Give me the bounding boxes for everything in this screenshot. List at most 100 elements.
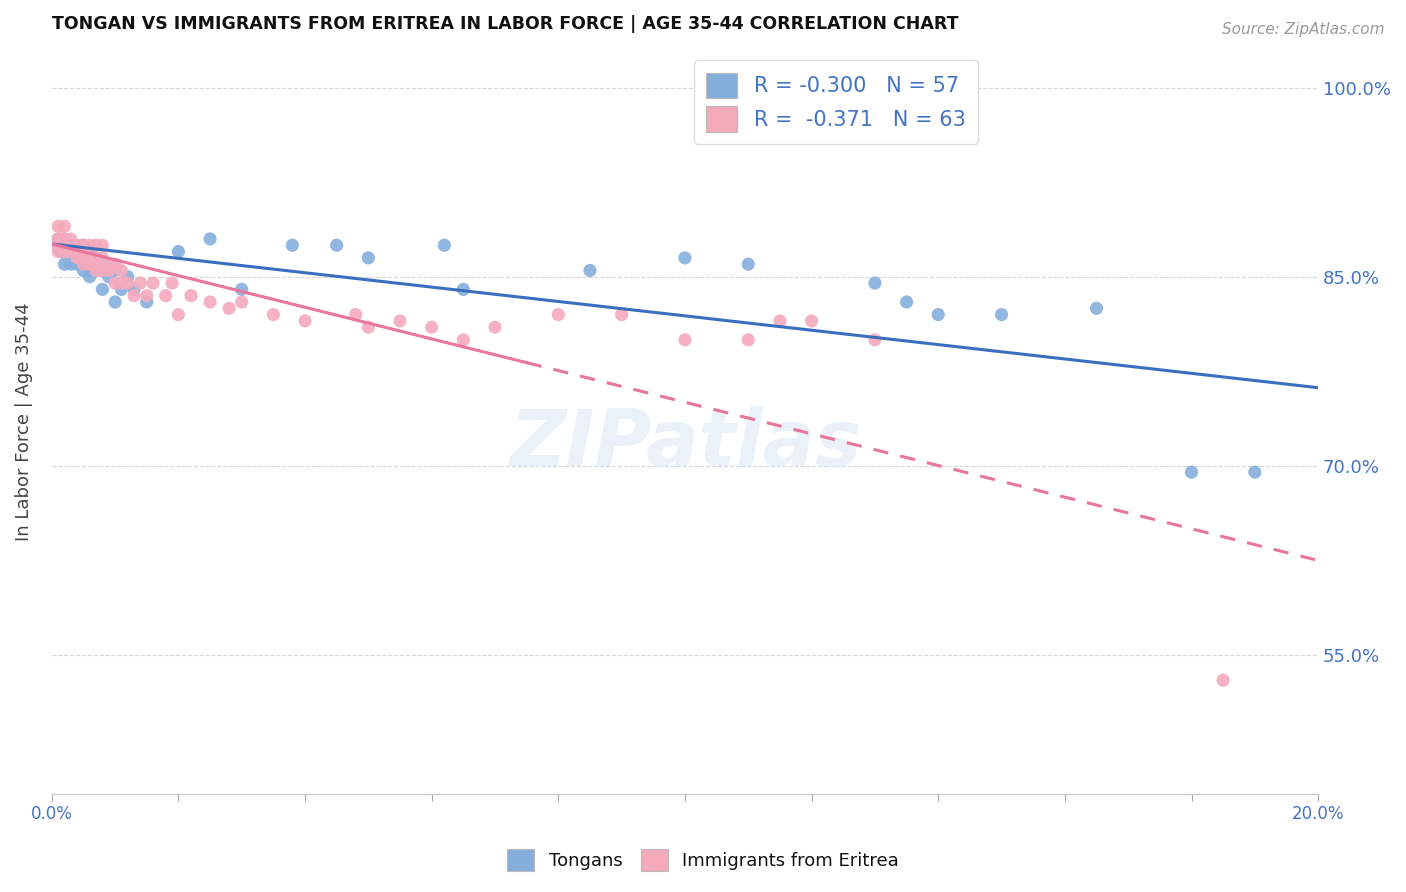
- Point: [97, 257, 120, 271]
- Point: [122, 282, 145, 296]
- Point: [79, 257, 101, 271]
- Text: ZIPatlas: ZIPatlas: [509, 406, 860, 482]
- Point: [104, 257, 127, 271]
- Point: [84, 263, 107, 277]
- Point: [66, 244, 89, 259]
- Point: [388, 314, 411, 328]
- Point: [44, 238, 66, 252]
- Point: [863, 276, 886, 290]
- Point: [51, 244, 73, 259]
- Point: [231, 282, 253, 296]
- Point: [453, 282, 475, 296]
- Point: [84, 257, 107, 271]
- Point: [59, 232, 82, 246]
- Point: [66, 257, 89, 271]
- Point: [79, 263, 101, 277]
- Point: [160, 276, 183, 290]
- Point: [84, 251, 107, 265]
- Point: [129, 276, 152, 290]
- Point: [84, 263, 107, 277]
- Point: [167, 244, 190, 259]
- Point: [673, 251, 696, 265]
- Point: [91, 257, 114, 271]
- Point: [72, 251, 94, 265]
- Point: [91, 263, 114, 277]
- Point: [110, 263, 132, 277]
- Point: [1085, 301, 1108, 316]
- Legend: R = -0.300   N = 57, R =  -0.371   N = 63: R = -0.300 N = 57, R = -0.371 N = 63: [693, 61, 979, 145]
- Point: [72, 257, 94, 271]
- Y-axis label: In Labor Force | Age 35-44: In Labor Force | Age 35-44: [15, 302, 32, 541]
- Point: [91, 263, 114, 277]
- Point: [453, 333, 475, 347]
- Point: [117, 269, 139, 284]
- Point: [51, 232, 73, 246]
- Point: [896, 295, 918, 310]
- Point: [990, 308, 1012, 322]
- Text: Source: ZipAtlas.com: Source: ZipAtlas.com: [1222, 22, 1385, 37]
- Point: [142, 276, 165, 290]
- Point: [59, 238, 82, 252]
- Point: [737, 257, 759, 271]
- Point: [66, 244, 89, 259]
- Point: [547, 308, 569, 322]
- Point: [1180, 465, 1202, 479]
- Point: [231, 295, 253, 310]
- Legend: Tongans, Immigrants from Eritrea: Tongans, Immigrants from Eritrea: [501, 842, 905, 879]
- Point: [46, 232, 69, 246]
- Point: [433, 238, 456, 252]
- Point: [84, 263, 107, 277]
- Point: [863, 333, 886, 347]
- Point: [198, 232, 221, 246]
- Point: [79, 244, 101, 259]
- Point: [66, 251, 89, 265]
- Point: [53, 232, 76, 246]
- Point: [484, 320, 506, 334]
- Point: [1243, 465, 1265, 479]
- Point: [155, 288, 177, 302]
- Point: [135, 295, 157, 310]
- Point: [53, 219, 76, 234]
- Point: [769, 314, 792, 328]
- Point: [91, 251, 114, 265]
- Point: [46, 244, 69, 259]
- Point: [117, 276, 139, 290]
- Point: [84, 257, 107, 271]
- Point: [104, 295, 127, 310]
- Point: [91, 282, 114, 296]
- Point: [104, 263, 127, 277]
- Point: [53, 257, 76, 271]
- Point: [420, 320, 443, 334]
- Point: [66, 238, 89, 252]
- Point: [294, 314, 316, 328]
- Point: [59, 244, 82, 259]
- Point: [72, 244, 94, 259]
- Point: [59, 257, 82, 271]
- Point: [180, 288, 202, 302]
- Point: [66, 238, 89, 252]
- Point: [579, 263, 602, 277]
- Point: [610, 308, 633, 322]
- Point: [97, 269, 120, 284]
- Point: [167, 308, 190, 322]
- Point: [53, 232, 76, 246]
- Point: [79, 257, 101, 271]
- Point: [84, 238, 107, 252]
- Point: [927, 308, 949, 322]
- Point: [800, 314, 823, 328]
- Point: [135, 288, 157, 302]
- Point: [281, 238, 304, 252]
- Point: [97, 257, 120, 271]
- Point: [59, 238, 82, 252]
- Point: [53, 244, 76, 259]
- Point: [72, 263, 94, 277]
- Point: [325, 238, 347, 252]
- Point: [59, 244, 82, 259]
- Point: [79, 257, 101, 271]
- Point: [357, 320, 380, 334]
- Point: [59, 244, 82, 259]
- Point: [262, 308, 284, 322]
- Point: [72, 238, 94, 252]
- Point: [79, 251, 101, 265]
- Point: [1212, 673, 1234, 688]
